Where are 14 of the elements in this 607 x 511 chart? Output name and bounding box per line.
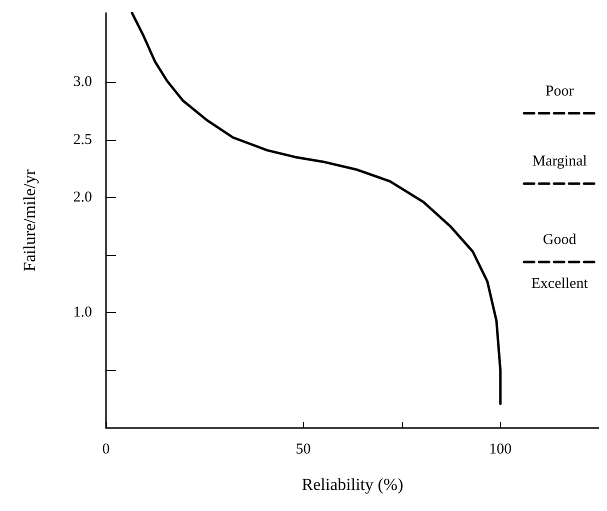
x-tick-label: 50: [296, 442, 311, 458]
annotation: Good: [542, 232, 577, 248]
x-axis-title: Reliability (%): [302, 475, 404, 494]
y-axis-title: Failure/mile/yr: [20, 169, 39, 272]
x-tick-label: 0: [102, 442, 110, 458]
y-tick-label: 1.0: [73, 304, 92, 321]
x-tick-label: 100: [489, 442, 512, 458]
annotation: Marginal: [532, 154, 587, 170]
y-tick-label: 2.0: [73, 189, 92, 206]
annotation: Excellent: [531, 276, 589, 292]
line-series: [130, 12, 502, 406]
y-tick-label: 2.5: [73, 132, 92, 148]
annotation: Poor: [545, 83, 574, 100]
y-tick-label: 3.0: [73, 74, 92, 90]
